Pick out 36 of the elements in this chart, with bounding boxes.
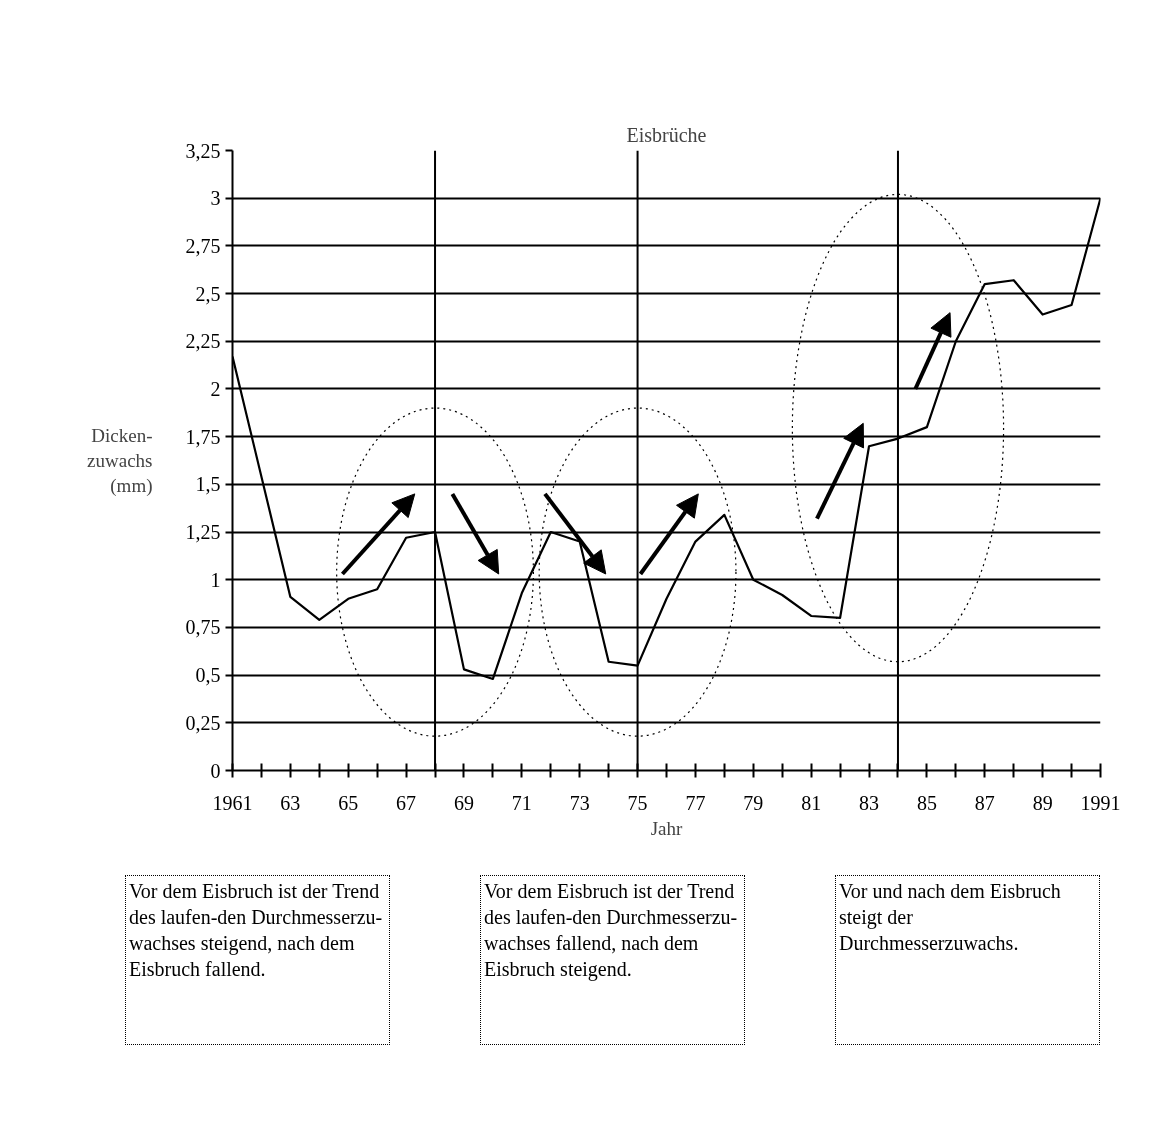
y-tick-label: 3,25	[185, 139, 221, 162]
y-tick-label: 1,25	[185, 521, 221, 544]
x-tick-label: 1961	[212, 791, 253, 814]
x-tick-label: 71	[511, 791, 532, 814]
y-tick-label: 1	[210, 568, 221, 591]
text: Vor dem Eisbruch ist der Trend des laufen-den Durchmesserzu-wachses fallend, nach dem Eisbruch steigend.	[484, 879, 739, 982]
x-tick-label: 83	[859, 791, 880, 814]
x-tick-label: 89	[1032, 791, 1053, 814]
y-tick-label: 1,75	[185, 425, 221, 448]
x-tick-label: 87	[974, 791, 995, 814]
x-tick-label: 77	[685, 791, 706, 814]
x-tick-label: 75	[627, 791, 648, 814]
text: Vor dem Eisbruch ist der Trend des laufen-den Durchmesserzu-wachses steigend, nach dem Eisbruch fallend.	[129, 879, 384, 982]
x-tick-label: 65	[338, 791, 359, 814]
x-tick-label: 85	[916, 791, 937, 814]
y-tick-label: 2	[210, 377, 221, 400]
chart-title: Eisbrüche	[626, 123, 707, 146]
x-tick-label: 69	[453, 791, 474, 814]
text: Vor und nach dem Eisbruch steigt der Durchmesserzuwachs.	[839, 879, 1062, 956]
y-axis-title: Dicken- zuwachs (mm)	[87, 424, 153, 498]
y-tick-label: 2,75	[185, 234, 221, 257]
y-tick-label: 0,75	[185, 616, 221, 639]
x-tick-label: 63	[280, 791, 301, 814]
y-tick-label: 0,5	[195, 664, 221, 687]
x-axis-title: Jahr	[650, 817, 683, 839]
x-tick-label: 1991	[1080, 791, 1121, 814]
x-tick-label: 73	[569, 791, 590, 814]
y-tick-label: 2,25	[185, 330, 221, 353]
x-tick-label: 81	[801, 791, 822, 814]
y-tick-label: 0,25	[185, 711, 221, 734]
y-tick-label: 1,5	[195, 473, 221, 496]
y-tick-label: 2,5	[195, 282, 221, 305]
x-tick-label: 67	[396, 791, 417, 814]
x-tick-label: 79	[743, 791, 764, 814]
y-tick-label: 3	[210, 187, 221, 210]
y-tick-label: 0	[210, 759, 221, 782]
